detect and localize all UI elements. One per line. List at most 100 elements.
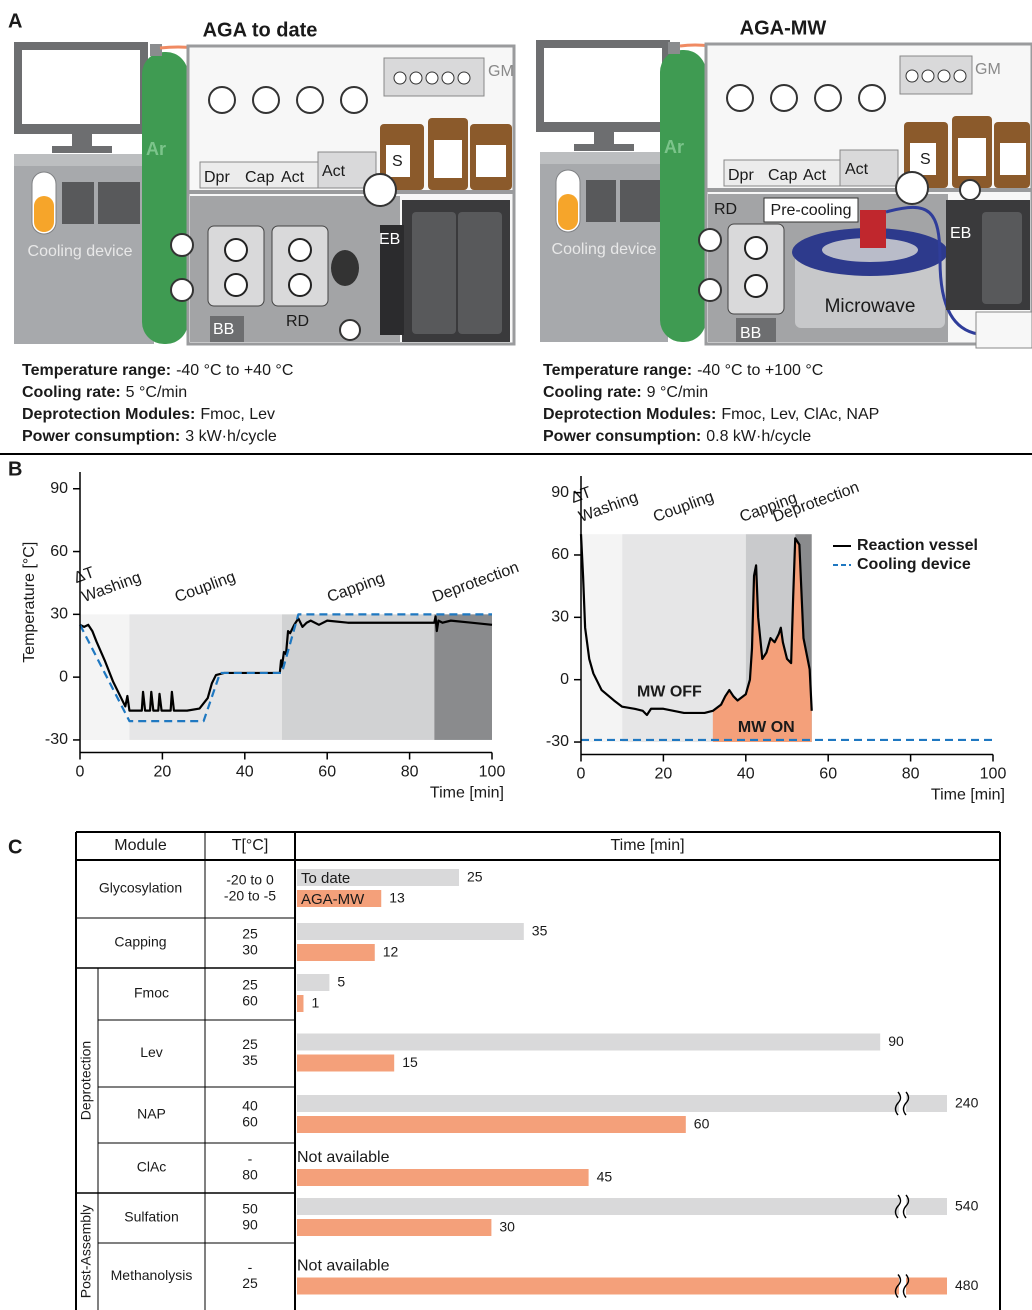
- temperature: 35: [242, 1052, 258, 1068]
- not-available: Not available: [297, 1149, 390, 1166]
- instrument-illustration-part: [839, 149, 899, 187]
- spec-label: Temperature range:: [22, 362, 171, 379]
- instrument-illustration-part: [412, 212, 456, 334]
- device-label: Cooling device: [28, 243, 133, 260]
- y-tick-label: 60: [50, 543, 68, 560]
- table-header: Module: [114, 837, 167, 854]
- instrument-illustration-part: [441, 71, 455, 85]
- temperature: 25: [242, 1036, 258, 1052]
- x-tick-label: 60: [819, 766, 837, 783]
- instrument-illustration-part: [726, 84, 754, 112]
- spec-line: Temperature range: -40 °C to +40 °C: [22, 362, 293, 379]
- value-label: 540: [955, 1198, 979, 1214]
- axis-break-gap: [899, 1274, 906, 1298]
- time-bar: [297, 1095, 947, 1112]
- x-axis-label: Time [min]: [931, 787, 1005, 804]
- x-tick-label: 80: [902, 766, 920, 783]
- module-label: Act: [845, 161, 869, 178]
- instrument-illustration-part: [296, 86, 324, 114]
- x-axis-label: Time [min]: [430, 785, 504, 802]
- series-line: [79, 615, 493, 712]
- temperature: -: [248, 1151, 253, 1167]
- module-label: BB: [213, 321, 234, 338]
- instrument-illustration-part: [953, 69, 967, 83]
- instrument-illustration-part: [224, 238, 248, 262]
- instrument-illustration-part: [858, 84, 886, 112]
- x-tick-label: 100: [980, 766, 1007, 783]
- spec-line: Cooling rate: 9 °C/min: [543, 384, 708, 401]
- gas-label: Ar: [146, 139, 166, 159]
- instrument-illustration-part: [252, 86, 280, 114]
- instrument-illustration-part: [959, 179, 981, 201]
- spec-line: Cooling rate: 5 °C/min: [22, 384, 187, 401]
- instrument-illustration: [536, 40, 1032, 349]
- y-tick-label: -30: [546, 733, 569, 750]
- temperature: 30: [242, 942, 258, 958]
- instrument-illustration-part: [770, 84, 798, 112]
- module-label: RD: [714, 201, 737, 218]
- instrument-illustration-part: [975, 311, 1032, 349]
- spec-list: Temperature range: -40 °C to +40 °C Coolin…: [22, 362, 879, 445]
- module-name: Glycosylation: [99, 880, 182, 896]
- instrument-illustration-part: [170, 233, 194, 257]
- phase-label: ΔT: [72, 564, 97, 587]
- module-name: ClAc: [137, 1159, 167, 1175]
- module-label: S: [392, 153, 403, 170]
- instrument-illustration-part: [476, 145, 506, 177]
- module-label: EB: [379, 231, 400, 248]
- temperature: 25: [242, 1275, 258, 1291]
- table-header: Time [min]: [610, 837, 684, 854]
- spec-label: Power consumption:: [543, 428, 701, 445]
- spec-line: Deprotection Modules: Fmoc, Lev, ClAc, NA…: [543, 406, 879, 423]
- x-tick-label: 60: [318, 764, 336, 781]
- y-tick-label: 90: [551, 484, 569, 501]
- spec-value: Fmoc, Lev, ClAc, NAP: [721, 406, 879, 423]
- y-tick-label: 0: [560, 671, 569, 688]
- instrument-illustration-part: [208, 86, 236, 114]
- time-bar: [297, 1277, 947, 1295]
- legend-label: Cooling device: [857, 556, 971, 573]
- instrument-illustration-part: [558, 194, 578, 230]
- time-bar: [297, 923, 524, 940]
- x-tick-label: 40: [737, 766, 755, 783]
- y-tick-label: 60: [551, 546, 569, 563]
- phase-region: [434, 614, 492, 740]
- temperature: 60: [242, 1114, 258, 1130]
- temperature: 40: [242, 1098, 258, 1114]
- instrument-illustration-part: [150, 44, 162, 56]
- spec-value: 9 °C/min: [647, 384, 709, 401]
- spec-line: Temperature range: -40 °C to +100 °C: [543, 362, 823, 379]
- instrument-illustration-part: [380, 225, 404, 335]
- instrument-illustration-part: [660, 50, 706, 342]
- device-label: Cooling device: [552, 241, 657, 258]
- instrument-illustration-part: [425, 71, 439, 85]
- instrument-illustration-part: [458, 212, 502, 334]
- time-bar: [297, 1054, 395, 1072]
- module-label: Act: [281, 169, 305, 186]
- spec-value: 0.8 kW·h/cycle: [706, 428, 811, 445]
- y-tick-label: -30: [45, 731, 68, 748]
- module-label: Cap: [245, 169, 274, 186]
- spec-value: Fmoc, Lev: [200, 406, 275, 423]
- module-name: Methanolysis: [111, 1267, 193, 1283]
- spec-line: Power consumption: 3 kW·h/cycle: [22, 428, 277, 445]
- value-label: 30: [499, 1219, 515, 1235]
- time-bar: [297, 1198, 947, 1215]
- instrument-illustration-part: [14, 154, 154, 166]
- instrument-illustration-part: [52, 146, 112, 153]
- module-label: BB: [740, 325, 761, 342]
- value-label: 13: [389, 890, 405, 906]
- y-axis-label: Temperature [°C]: [21, 542, 38, 663]
- instrument-illustration-part: [409, 71, 423, 85]
- time-bar: [297, 890, 382, 907]
- spec-value: 3 kW·h/cycle: [185, 428, 277, 445]
- value-label: 45: [597, 1169, 613, 1185]
- spec-line: Power consumption: 0.8 kW·h/cycle: [543, 428, 811, 445]
- instrument-illustration-part: [860, 210, 886, 248]
- panel-label: B: [8, 458, 22, 480]
- instrument-illustration-part: [386, 145, 410, 177]
- instrument-illustration-part: [594, 132, 614, 146]
- time-table: Module T[°C] Time [min] Glycosylation -20 to…: [75, 831, 1001, 1310]
